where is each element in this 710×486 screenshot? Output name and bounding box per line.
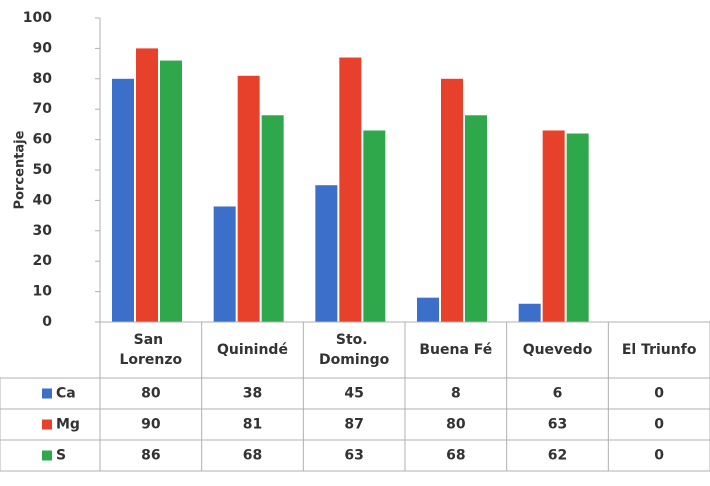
y-tick-label: 100 xyxy=(23,10,52,26)
table-value: 87 xyxy=(344,417,363,433)
table-value: 86 xyxy=(141,448,160,464)
table-value: 63 xyxy=(548,417,567,433)
table-value: 90 xyxy=(141,417,161,433)
bar xyxy=(315,185,338,322)
bar xyxy=(465,115,487,322)
category-label-line: Sto. xyxy=(336,332,373,348)
table-value: 63 xyxy=(344,448,363,464)
y-tick-label: 40 xyxy=(33,192,53,208)
bar xyxy=(566,133,589,322)
bar xyxy=(160,60,182,323)
table-value: 38 xyxy=(243,386,262,402)
bar xyxy=(237,75,260,322)
table-value: 8 xyxy=(451,386,461,402)
y-tick-label: 30 xyxy=(33,223,53,239)
table-value: 0 xyxy=(654,417,664,433)
table-value: 0 xyxy=(654,448,664,464)
table-value: 68 xyxy=(243,448,262,464)
y-axis-label: Porcentaje xyxy=(13,130,28,209)
table-value: 80 xyxy=(141,386,161,402)
bar xyxy=(518,303,541,322)
bar xyxy=(136,48,158,323)
bar xyxy=(417,297,439,322)
bar xyxy=(363,130,386,322)
legend-label: S xyxy=(56,448,66,464)
category-label-line: San xyxy=(134,332,168,348)
category-label: Quevedo xyxy=(523,342,593,358)
bar xyxy=(441,78,463,322)
bar xyxy=(542,130,565,322)
y-tick-label: 50 xyxy=(33,162,53,178)
bar xyxy=(339,57,362,323)
category-label-line: Domingo xyxy=(319,352,390,368)
legend-key xyxy=(42,450,52,461)
y-tick-label: 80 xyxy=(33,71,53,87)
category-label: San Lorenzo xyxy=(119,332,182,368)
table-value: 6 xyxy=(553,386,563,402)
legend-key xyxy=(42,419,52,430)
category-label-line: Lorenzo xyxy=(119,352,182,368)
category-label: Buena Fé xyxy=(419,342,492,358)
y-tick-label: 90 xyxy=(33,40,53,56)
bar xyxy=(213,206,236,322)
table-value: 0 xyxy=(654,386,664,402)
category-label: El Triunfo xyxy=(622,342,697,358)
table-value: 81 xyxy=(243,417,262,433)
table-value: 62 xyxy=(548,448,567,464)
table-value: 68 xyxy=(446,448,465,464)
y-tick-label: 70 xyxy=(33,101,53,117)
legend-label: Mg xyxy=(56,417,80,433)
category-label: Quinindé xyxy=(217,342,288,358)
y-tick-label: 20 xyxy=(33,253,53,269)
category-label: Sto. Domingo xyxy=(319,332,390,368)
y-tick-label: 0 xyxy=(42,314,52,330)
table-value: 45 xyxy=(344,386,363,402)
y-tick-label: 60 xyxy=(33,132,53,148)
legend-label: Ca xyxy=(56,386,76,402)
legend-key xyxy=(42,388,52,399)
bar xyxy=(261,115,284,322)
table-value: 80 xyxy=(446,417,466,433)
bar xyxy=(112,78,134,322)
y-tick-label: 10 xyxy=(33,284,53,300)
